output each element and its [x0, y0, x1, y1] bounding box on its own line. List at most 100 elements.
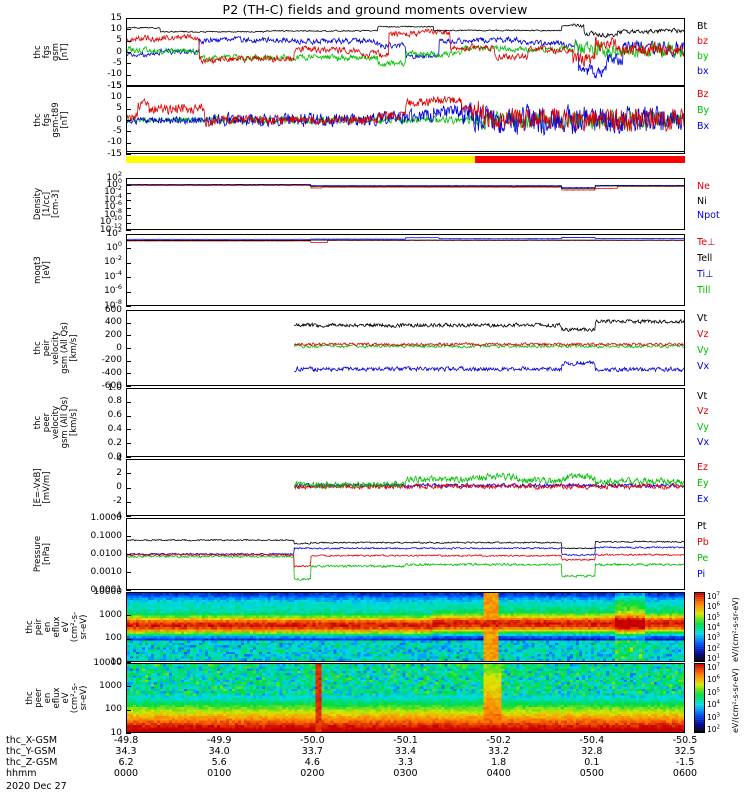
ytick-efield: -2	[113, 496, 122, 507]
xaxis-value: 33.7	[301, 746, 323, 757]
tickmark	[126, 457, 131, 458]
tickmark	[126, 74, 131, 76]
axis-title-moments-t3: moqt3 [eV]	[33, 256, 52, 284]
ytick-peir-spectrogram: 10	[110, 656, 122, 667]
ytick-efield: 0	[116, 482, 122, 492]
legend-moments-t3-ti: Ti⊥	[697, 269, 714, 280]
legend-efield-ey: Ey	[697, 478, 709, 489]
ytick-moments-t3: 10-6	[104, 283, 122, 297]
tickmark	[126, 192, 131, 194]
xaxis-value: 1.8	[491, 757, 507, 768]
legend-peer-velocity-vy: Vy	[697, 421, 709, 433]
ytick-moments-t3: 102	[106, 225, 122, 239]
tickmark	[126, 207, 131, 209]
legend-efield-ez: Ez	[697, 462, 708, 473]
xaxis-value: 0100	[207, 768, 232, 779]
tickmark	[126, 142, 131, 144]
tickmark	[126, 459, 131, 460]
ytick-pressure: 0.1000	[90, 530, 123, 541]
panel-fgs-gsm	[126, 18, 685, 86]
legend-fgs-gsm-t89-by: By	[697, 105, 710, 116]
tickmark	[126, 663, 131, 664]
tickmark	[126, 248, 131, 250]
legend-fgs-gsm-bx: bx	[697, 66, 709, 77]
xaxis-value: 0200	[300, 768, 325, 779]
ytick-peir-velocity: -400	[101, 367, 122, 378]
ytick-moments-t3: 10-8	[104, 297, 122, 311]
ytick-fgs-gsm-t89: -10	[107, 137, 122, 148]
panel-pressure	[126, 518, 685, 590]
legend-moments-t3-tell: Tell	[697, 253, 713, 264]
panel-peer-spectrogram	[126, 663, 685, 733]
xaxis-value: -50.1	[393, 735, 418, 746]
ytick-fgs-gsm: 10	[110, 23, 122, 34]
tickmark	[126, 18, 131, 19]
status-segment-1	[475, 156, 685, 163]
legend-fgs-gsm-bt: Bt	[697, 21, 708, 32]
tickmark	[126, 230, 131, 231]
ytick-peir-spectrogram: 1000	[99, 609, 122, 620]
xaxis-value: -50.0	[300, 735, 325, 746]
tickmark	[126, 415, 131, 417]
legend-density-npot: Npot	[697, 210, 720, 222]
tickmark	[126, 200, 131, 202]
ytick-fgs-gsm-t89: -15	[107, 148, 122, 159]
ytick-density: 10-6	[104, 199, 122, 213]
xaxis-row-label: thc_X-GSM	[6, 735, 58, 746]
colorbar-tick: 105	[707, 687, 721, 697]
tickmark	[126, 108, 131, 110]
tickmark	[126, 709, 131, 711]
axis-title-peir-spectrogram: thc peir en eflux eV (cm²-s-sr-eV)	[25, 611, 89, 643]
ytick-peer-spectrogram: 1000	[99, 680, 122, 691]
panel-density	[126, 178, 685, 230]
xaxis-value: 0300	[393, 768, 418, 779]
panel-peir-spectrogram	[126, 592, 685, 662]
ytick-peer-velocity: 0.4	[107, 423, 122, 434]
xaxis-row-label: thc_Y-GSM	[6, 746, 56, 757]
tickmark	[126, 310, 131, 311]
tickmark	[126, 518, 131, 519]
tickmark	[126, 429, 131, 431]
status-bar-rule	[126, 151, 685, 152]
tickmark	[126, 222, 131, 224]
ytick-fgs-gsm: -10	[107, 69, 122, 80]
ytick-moments-t3: 10-4	[104, 268, 122, 282]
colorbar-tick: 105	[707, 612, 721, 622]
legend-peir-velocity-vt: Vt	[697, 313, 708, 324]
peir-colorbar	[694, 592, 705, 662]
tickmark	[126, 554, 131, 555]
panel-efield	[126, 459, 685, 516]
xaxis-value: 3.3	[397, 757, 414, 768]
colorbar-title: eV/(cm²-s-sr-eV)	[731, 668, 740, 733]
legend-peir-velocity-vx: Vx	[697, 361, 710, 372]
ytick-efield: -4	[113, 510, 122, 521]
ytick-density: 102	[106, 169, 122, 183]
tickmark	[126, 262, 131, 264]
panel-fgs-gsm-t89	[126, 86, 685, 154]
legend-fgs-gsm-bz: bz	[697, 36, 709, 47]
tickmark	[126, 487, 131, 489]
xaxis-value: 4.6	[304, 757, 320, 768]
ytick-peer-velocity: 0.2	[107, 437, 122, 448]
xaxis-value: -50.4	[579, 735, 605, 746]
legend-pressure-pb: Pb	[697, 537, 709, 548]
page-title: P2 (TH-C) fields and ground moments over…	[222, 2, 528, 17]
ytick-peir-velocity: 200	[104, 329, 122, 340]
panel-moments-t3	[126, 234, 685, 306]
ytick-fgs-gsm: 15	[110, 12, 122, 23]
tickmark	[126, 501, 131, 503]
tickmark	[126, 40, 131, 42]
ytick-peir-spectrogram: 10000	[93, 586, 122, 597]
tickmark	[126, 572, 131, 573]
tickmark	[126, 29, 131, 31]
colorbar-tick: 106	[707, 674, 721, 685]
xaxis-value: 0000	[113, 768, 139, 779]
ytick-pressure: 1.0000	[90, 512, 123, 523]
tickmark	[126, 388, 131, 389]
colorbar-tick: 101	[707, 653, 721, 663]
ytick-fgs-gsm-t89: 15	[110, 80, 122, 91]
legend-pressure-pt: Pt	[697, 521, 707, 532]
peer-colorbar	[694, 663, 705, 733]
ytick-pressure: 0.0010	[90, 566, 123, 577]
ytick-peer-velocity: 1.0	[107, 382, 122, 393]
